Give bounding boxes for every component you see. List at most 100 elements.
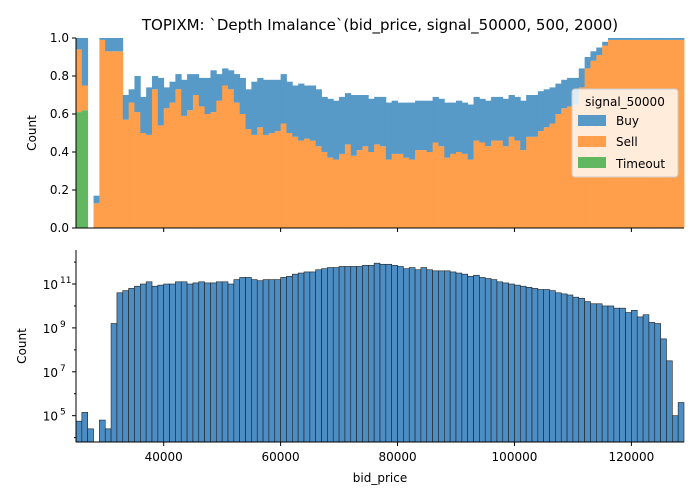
top-bar-buy (204, 77, 211, 114)
top-bar-buy (549, 87, 556, 124)
top-bar-buy (613, 38, 621, 40)
top-bar-sell (333, 159, 340, 228)
top-bar-sell (257, 127, 264, 228)
histogram-bar (321, 268, 328, 443)
top-bar-sell (526, 136, 533, 228)
top-bar-buy (169, 81, 176, 103)
bottom-y-tick-label: 10 (43, 322, 58, 336)
histogram-bar (484, 278, 492, 443)
histogram-bar (531, 288, 539, 443)
histogram-bar (256, 280, 264, 443)
top-bar-sell (152, 89, 159, 228)
top-bar-buy (76, 38, 83, 50)
top-bar-sell (198, 106, 206, 228)
histogram-bar (204, 282, 211, 443)
bottom-x-tick-label: 60000 (262, 450, 300, 464)
top-bar-buy (304, 85, 311, 139)
histogram-bar (356, 266, 363, 443)
top-bar-buy (198, 77, 206, 107)
top-axes: 0.0 0.2 0.4 0.6 0.8 1.0 (50, 31, 684, 235)
top-bar-buy (485, 100, 492, 147)
top-bar-sell (187, 110, 194, 228)
top-bar-buy (274, 79, 282, 132)
histogram-bar (145, 281, 153, 443)
histogram-bar (560, 293, 568, 443)
histogram-bar (461, 273, 469, 443)
histogram-bar (297, 272, 305, 443)
top-bar-sell (450, 153, 457, 228)
top-bar-sell (169, 102, 176, 228)
bottom-x-tick-label: 40000 (145, 450, 183, 464)
histogram-bar (327, 267, 334, 443)
top-bar-sell (233, 102, 241, 228)
top-bar-sell (146, 134, 153, 228)
top-bar-buy (344, 93, 352, 145)
top-bar-buy (631, 38, 638, 40)
histogram-bar (654, 323, 661, 443)
top-bar-buy (309, 85, 317, 141)
histogram-bar (549, 290, 556, 443)
bottom-x-tick-label: 120000 (608, 450, 654, 464)
histogram-bar (572, 296, 580, 443)
histogram-bar (251, 279, 258, 443)
top-bar-buy (286, 81, 293, 133)
top-bar-buy (222, 68, 229, 86)
top-bar-buy (263, 79, 270, 135)
histogram-bar (151, 285, 159, 443)
histogram-bar (566, 294, 574, 443)
top-bar-buy (105, 38, 112, 52)
histogram-bar (140, 283, 147, 443)
top-bar-sell (496, 140, 504, 228)
top-bar-buy (362, 95, 369, 147)
top-bar-sell (432, 142, 439, 228)
legend-label-timeout: Timeout (615, 157, 665, 171)
histogram-bar (239, 277, 246, 443)
legend-title: signal_50000 (585, 95, 665, 109)
top-bar-sell (304, 138, 311, 228)
top-bar-buy (590, 51, 597, 61)
histogram-bar (636, 316, 644, 443)
histogram-bar (286, 276, 293, 443)
histogram-bar (245, 277, 252, 443)
histogram-bar (660, 338, 667, 443)
top-bar-buy (239, 77, 246, 114)
bottom-y-tick-exponent: 9 (60, 320, 66, 330)
top-bar-sell (263, 134, 270, 228)
top-bar-buy (584, 57, 591, 69)
top-y-tick-label: 0.4 (50, 145, 69, 159)
histogram-bar (455, 272, 463, 443)
top-bar-buy (473, 96, 480, 141)
top-bar-buy (175, 74, 182, 90)
histogram-bar (601, 305, 609, 443)
histogram-bar (677, 402, 685, 443)
top-bar-sell (537, 131, 545, 228)
histogram-bar (520, 285, 527, 443)
histogram-bar (490, 279, 498, 443)
histogram-bar (391, 265, 398, 443)
histogram-bar (648, 322, 656, 443)
histogram-bar (362, 265, 369, 443)
top-bar-sell (555, 114, 562, 228)
bottom-y-tick-exponent: 5 (60, 408, 66, 418)
histogram-bar (672, 415, 679, 443)
top-bar-buy (543, 89, 550, 128)
histogram-bar (315, 269, 322, 443)
top-bar-sell (251, 134, 258, 228)
bottom-y-axis-label: Count (15, 328, 29, 364)
top-bar-sell (403, 157, 410, 228)
histogram-bar (122, 290, 129, 443)
top-bar-buy (99, 38, 106, 40)
top-bar-sell (268, 133, 276, 228)
top-bar-buy (567, 77, 574, 107)
histogram-bar (555, 292, 562, 443)
histogram-bar (537, 289, 544, 443)
top-bar-buy (444, 102, 451, 158)
top-bar-buy (192, 74, 200, 95)
top-bar-sell (549, 123, 556, 228)
top-bar-sell (128, 102, 135, 228)
histogram-bar (619, 307, 626, 443)
histogram-bar (449, 271, 457, 443)
legend-swatch-timeout (578, 157, 606, 168)
top-bar-buy (315, 89, 322, 147)
